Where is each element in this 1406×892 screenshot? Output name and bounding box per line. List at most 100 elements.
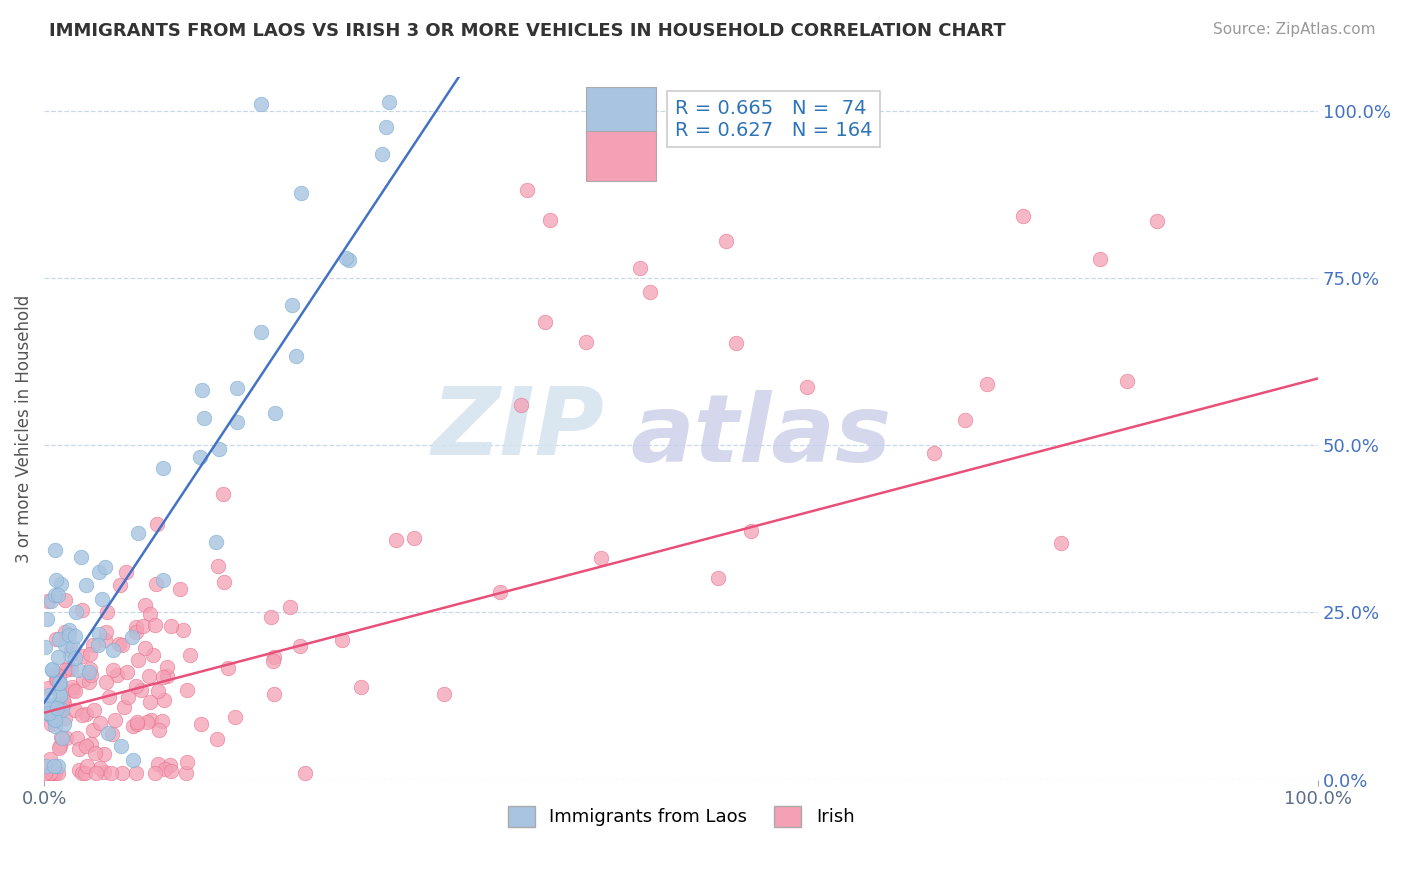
Point	[628, 261, 651, 276]
Point	[37, 594, 59, 608]
Point	[115, 665, 138, 679]
Point	[67, 742, 90, 756]
Point	[45, 673, 67, 687]
Point	[34, 640, 56, 654]
Point	[39, 766, 62, 780]
Point	[122, 753, 145, 767]
Point	[70, 603, 93, 617]
Point	[281, 298, 304, 312]
Point	[294, 766, 316, 780]
Point	[134, 598, 156, 612]
Text: atlas: atlas	[630, 390, 891, 482]
Point	[110, 739, 132, 754]
Point	[94, 633, 117, 648]
Point	[60, 642, 83, 657]
Point	[46, 766, 69, 780]
Point	[48, 676, 70, 690]
Point	[58, 623, 80, 637]
Point	[278, 600, 301, 615]
Point	[39, 708, 62, 723]
Point	[80, 737, 103, 751]
Point	[62, 640, 84, 655]
Point	[42, 759, 65, 773]
Point	[217, 661, 239, 675]
Point	[264, 406, 287, 420]
Point	[37, 612, 59, 626]
Point	[53, 593, 76, 607]
Point	[374, 120, 396, 134]
Point	[111, 638, 134, 652]
Point	[53, 625, 76, 640]
Point	[49, 577, 72, 591]
Point	[79, 662, 101, 676]
Point	[143, 766, 166, 780]
Point	[288, 640, 311, 654]
Point	[156, 669, 179, 683]
Point	[42, 710, 65, 724]
Point	[75, 739, 97, 753]
Point	[225, 381, 247, 395]
FancyBboxPatch shape	[585, 131, 655, 181]
Point	[100, 766, 122, 780]
Point	[740, 524, 762, 538]
Point	[207, 558, 229, 573]
Point	[63, 651, 86, 665]
Point	[179, 648, 201, 662]
Point	[89, 565, 111, 579]
Point	[79, 647, 101, 661]
Point	[44, 766, 66, 780]
Point	[107, 668, 129, 682]
Point	[1012, 210, 1035, 224]
Point	[39, 594, 62, 608]
Point	[1049, 536, 1071, 550]
Point	[125, 620, 148, 634]
Point	[160, 764, 183, 778]
Point	[212, 486, 235, 500]
Point	[101, 643, 124, 657]
Point	[516, 183, 538, 197]
Point	[44, 766, 66, 780]
Point	[510, 398, 533, 412]
Point	[49, 689, 72, 703]
Point	[87, 627, 110, 641]
Point	[176, 682, 198, 697]
Point	[39, 698, 62, 712]
Point	[141, 713, 163, 727]
Legend: Immigrants from Laos, Irish: Immigrants from Laos, Irish	[501, 798, 862, 834]
Point	[97, 690, 120, 704]
Point	[139, 695, 162, 709]
Point	[53, 711, 76, 725]
Point	[94, 559, 117, 574]
Point	[67, 763, 90, 777]
Point	[76, 758, 98, 772]
Point	[39, 766, 62, 780]
Point	[100, 727, 122, 741]
Point	[1088, 252, 1111, 267]
Point	[44, 588, 66, 602]
Point	[955, 413, 977, 427]
Point	[145, 576, 167, 591]
Point	[51, 731, 73, 745]
Point	[127, 652, 149, 666]
Point	[49, 688, 72, 702]
Text: Source: ZipAtlas.com: Source: ZipAtlas.com	[1212, 22, 1375, 37]
Point	[93, 765, 115, 780]
Point	[152, 574, 174, 588]
Point	[44, 719, 66, 733]
Point	[153, 762, 176, 776]
Point	[60, 680, 83, 694]
Point	[148, 723, 170, 737]
Point	[191, 384, 214, 398]
Point	[82, 639, 104, 653]
Point	[66, 664, 89, 678]
Point	[56, 661, 79, 675]
Point	[97, 726, 120, 740]
Point	[115, 565, 138, 579]
Point	[70, 766, 93, 780]
Point	[132, 619, 155, 633]
Point	[87, 638, 110, 652]
Point	[63, 629, 86, 643]
Point	[52, 717, 75, 731]
Point	[53, 638, 76, 652]
Point	[34, 766, 56, 780]
